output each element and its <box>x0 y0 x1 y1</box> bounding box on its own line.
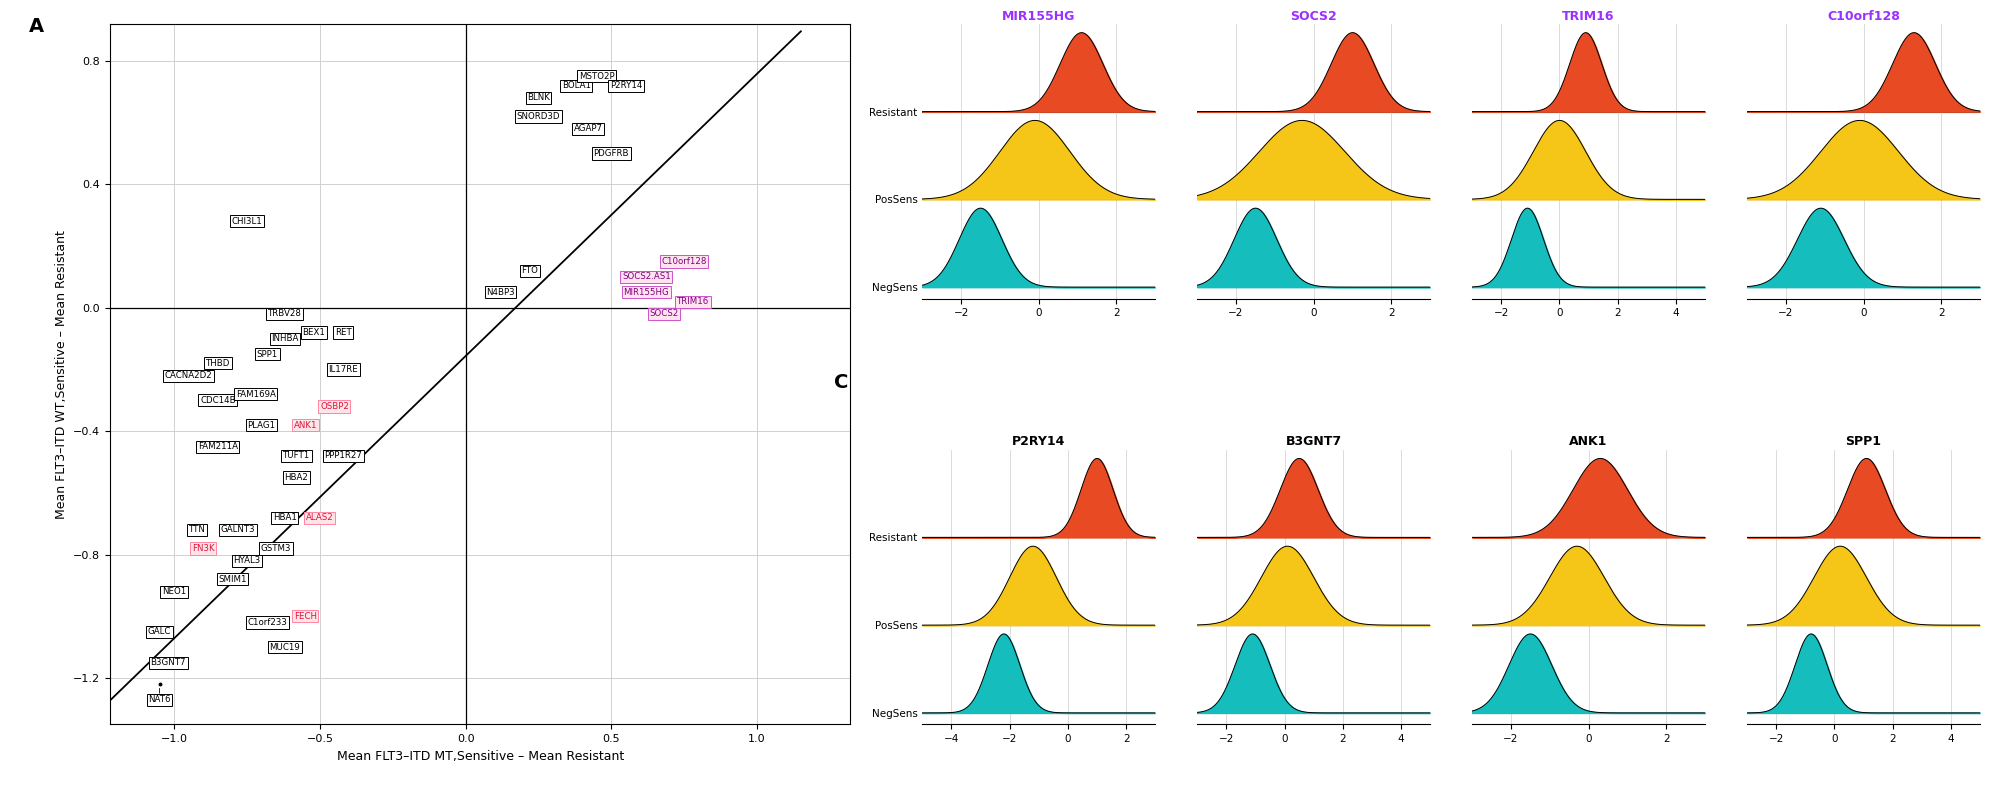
Text: N4BP3: N4BP3 <box>486 288 514 297</box>
Text: HBA2: HBA2 <box>284 473 308 482</box>
Text: BLNK: BLNK <box>528 93 550 103</box>
Text: C1orf233: C1orf233 <box>248 618 288 627</box>
Text: ALAS2: ALAS2 <box>306 513 334 522</box>
Text: TRBV28: TRBV28 <box>268 310 302 318</box>
Text: BEX1: BEX1 <box>302 328 326 337</box>
X-axis label: Mean FLT3–ITD MT,Sensitive – Mean Resistant: Mean FLT3–ITD MT,Sensitive – Mean Resist… <box>336 750 624 763</box>
Text: TUFT1: TUFT1 <box>282 451 310 460</box>
Title: TRIM16: TRIM16 <box>1562 10 1614 23</box>
Title: SOCS2: SOCS2 <box>1290 10 1338 23</box>
Text: FAM169A: FAM169A <box>236 390 276 399</box>
Text: SNORD3D: SNORD3D <box>516 112 560 121</box>
Text: C10orf128: C10orf128 <box>662 257 706 266</box>
Title: B3GNT7: B3GNT7 <box>1286 435 1342 448</box>
Text: MIR155HG: MIR155HG <box>624 288 670 297</box>
Text: PPP1R27: PPP1R27 <box>324 451 362 460</box>
Text: MSTO2P: MSTO2P <box>578 72 614 81</box>
Text: SOCS2.AS1: SOCS2.AS1 <box>622 272 670 282</box>
Text: INHBA: INHBA <box>272 334 298 343</box>
Title: MIR155HG: MIR155HG <box>1002 10 1076 23</box>
Text: NAT6: NAT6 <box>148 689 170 704</box>
Text: TRIM16: TRIM16 <box>676 297 710 306</box>
Text: RET: RET <box>334 328 352 337</box>
Title: P2RY14: P2RY14 <box>1012 435 1066 448</box>
Text: P2RY14: P2RY14 <box>610 81 642 90</box>
Text: GALC: GALC <box>148 627 172 636</box>
Text: B3GNT7: B3GNT7 <box>150 658 186 667</box>
Text: C: C <box>834 373 848 392</box>
Text: FTO: FTO <box>522 266 538 275</box>
Text: HYAL3: HYAL3 <box>234 556 260 565</box>
Text: HBA1: HBA1 <box>272 513 296 522</box>
Text: IL17RE: IL17RE <box>328 365 358 374</box>
Text: PDGFRB: PDGFRB <box>594 149 630 158</box>
Text: A: A <box>28 17 44 36</box>
Text: FAM211A: FAM211A <box>198 442 238 451</box>
Y-axis label: Mean FLT3–ITD WT,Sensitive – Mean Resistant: Mean FLT3–ITD WT,Sensitive – Mean Resist… <box>54 230 68 518</box>
Title: C10orf128: C10orf128 <box>1828 10 1900 23</box>
Text: PLAG1: PLAG1 <box>248 420 276 430</box>
Text: FECH: FECH <box>294 612 316 621</box>
Title: SPP1: SPP1 <box>1846 435 1882 448</box>
Title: ANK1: ANK1 <box>1570 435 1608 448</box>
Text: BOLA1: BOLA1 <box>562 81 590 90</box>
Text: SMIM1: SMIM1 <box>218 575 246 583</box>
Text: THBD: THBD <box>206 359 230 368</box>
Text: ANK1: ANK1 <box>294 420 318 430</box>
Text: GALNT3: GALNT3 <box>220 525 256 534</box>
Text: AGAP7: AGAP7 <box>574 124 602 133</box>
Text: OSBP2: OSBP2 <box>320 402 348 411</box>
Text: SOCS2: SOCS2 <box>650 310 678 318</box>
Text: CHI3L1: CHI3L1 <box>232 217 262 226</box>
Text: TTN: TTN <box>190 525 206 534</box>
Text: MUC19: MUC19 <box>270 642 300 652</box>
Text: GSTM3: GSTM3 <box>260 544 292 553</box>
Text: CACNA2D2: CACNA2D2 <box>164 371 212 380</box>
Text: SPP1: SPP1 <box>256 349 278 358</box>
Text: NEO1: NEO1 <box>162 587 186 596</box>
Text: FN3K: FN3K <box>192 544 214 553</box>
Text: CDC14B: CDC14B <box>200 396 236 405</box>
